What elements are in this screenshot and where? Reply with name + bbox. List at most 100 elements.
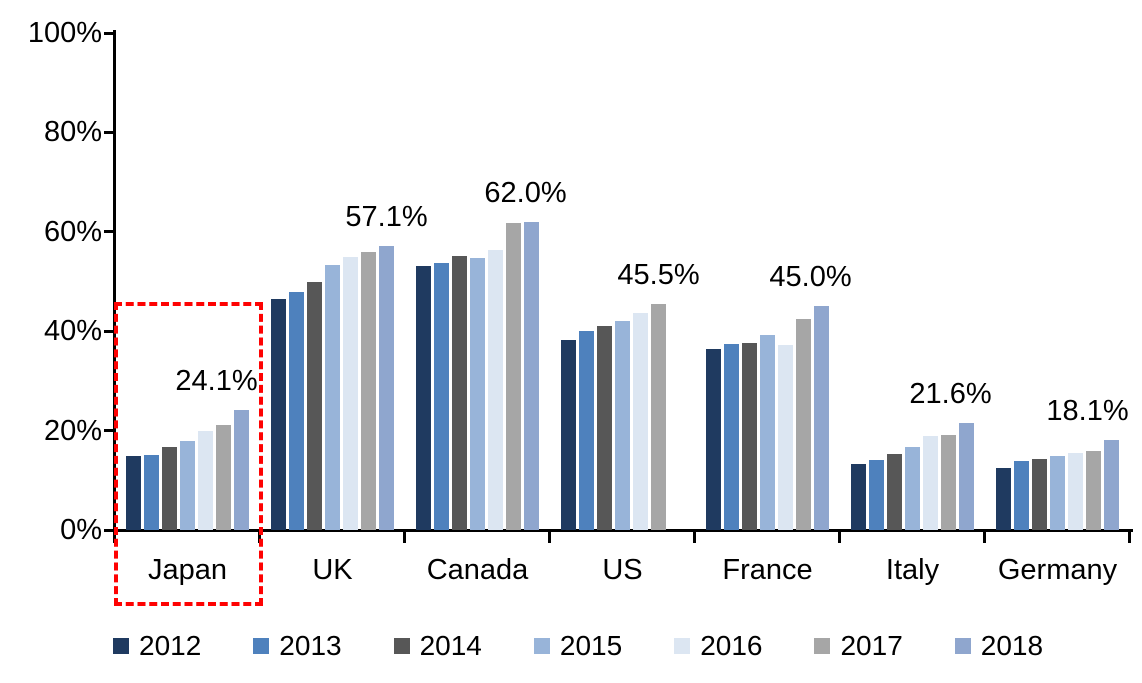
bar-germany-2017: [1086, 450, 1101, 530]
x-axis-group-tick: [983, 530, 986, 543]
x-axis-group-tick: [548, 530, 551, 543]
bar-uk-2012: [271, 299, 286, 530]
bar-italy-2017: [941, 434, 956, 530]
bar-france-2017: [796, 319, 811, 530]
bar-japan-2014: [162, 447, 177, 530]
bar-uk-2013: [289, 291, 304, 530]
x-axis-group-tick: [403, 530, 406, 543]
bar-us-2012: [561, 340, 576, 530]
bar-france-2016: [778, 344, 793, 530]
legend-label-2014: 2014: [419, 630, 482, 661]
y-axis-tick-label: 60%: [43, 215, 102, 248]
bar-canada-2016: [488, 250, 503, 530]
y-axis-tick: [104, 130, 114, 134]
y-axis-tick-label: 20%: [43, 414, 102, 447]
data-label-france: 45.0%: [769, 261, 852, 294]
y-axis-tick: [104, 329, 114, 333]
bar-group-germany: [985, 33, 1130, 530]
legend-item-2014: 2014: [393, 629, 482, 663]
x-axis-label-canada: Canada: [426, 554, 529, 586]
legend-swatch-2012: [113, 638, 129, 654]
data-label-canada: 62.0%: [484, 176, 567, 209]
bar-japan-2015: [180, 441, 195, 530]
bar-uk-2016: [343, 257, 358, 530]
x-axis-group-tick: [693, 530, 696, 543]
bar-uk-2017: [361, 251, 376, 530]
legend-swatch-2017: [814, 638, 831, 654]
legend-swatch-2016: [674, 638, 691, 654]
bar-group-us: [550, 33, 695, 530]
legend-label-2015: 2015: [559, 630, 623, 661]
bar-uk-2015: [325, 265, 340, 530]
y-axis-tick-label: 100%: [27, 17, 102, 49]
x-axis-group-tick: [838, 530, 841, 543]
x-axis-label-italy: Italy: [885, 554, 940, 586]
bar-canada-2017: [506, 223, 521, 530]
legend-item-2016: 2016: [674, 629, 762, 663]
bar-italy-2015: [905, 446, 920, 530]
data-label-italy: 21.6%: [909, 377, 992, 410]
legend-item-2018: 2018: [954, 629, 1044, 663]
bar-us-2013: [579, 330, 594, 530]
bar-france-2015: [760, 334, 775, 530]
bar-japan-2018: [234, 410, 249, 530]
bar-france-2013: [724, 343, 739, 530]
legend-item-2017: 2017: [814, 629, 903, 663]
highlight-box-japan: [114, 302, 263, 606]
bar-france-2012: [706, 348, 721, 530]
legend-label-2017: 2017: [840, 630, 903, 661]
data-label-germany: 18.1%: [1046, 395, 1129, 428]
bar-group-canada: [405, 33, 550, 530]
legend-swatch-2015: [533, 638, 550, 654]
y-axis-tick-label: 80%: [43, 116, 102, 149]
bar-japan-2012: [126, 455, 141, 530]
y-axis-tick: [104, 429, 114, 433]
x-axis-label-france: France: [722, 554, 813, 586]
bar-us-2014: [597, 326, 612, 530]
bar-group-italy: [840, 33, 985, 530]
bar-japan-2013: [144, 454, 159, 530]
bar-germany-2014: [1032, 458, 1047, 530]
legend-item-2012: 2012: [113, 629, 201, 663]
data-label-us: 45.5%: [617, 258, 700, 291]
x-axis-label-germany: Germany: [997, 554, 1118, 586]
y-axis-tick-label: 40%: [43, 315, 102, 348]
bar-japan-2016: [198, 431, 213, 530]
bar-us-2015: [615, 320, 630, 530]
data-label-japan: 24.1%: [175, 365, 258, 398]
legend-swatch-2014: [393, 638, 410, 654]
x-axis-label-japan: Japan: [147, 554, 227, 586]
bar-canada-2015: [470, 257, 485, 530]
bar-italy-2018: [959, 422, 974, 530]
x-axis-group-tick: [1128, 530, 1131, 543]
bar-canada-2014: [452, 256, 467, 530]
bar-us-2016: [633, 313, 648, 530]
y-axis-tick: [104, 230, 114, 234]
bar-japan-2017: [216, 424, 231, 530]
data-label-uk: 57.1%: [345, 201, 428, 234]
bar-germany-2013: [1014, 460, 1029, 530]
bar-germany-2012: [996, 467, 1011, 530]
bar-france-2018: [814, 306, 829, 530]
bar-uk-2014: [307, 281, 322, 530]
y-axis-tick: [104, 31, 114, 35]
legend-item-2015: 2015: [533, 629, 623, 663]
y-axis-tick: [104, 528, 114, 532]
y-axis-line: [113, 30, 116, 532]
legend: 2012 2013 2014 2015 2016 2017 2018: [113, 629, 1043, 663]
bar-group-france: [695, 33, 840, 530]
legend-label-2012: 2012: [139, 630, 202, 661]
y-axis-tick-label: 0%: [60, 514, 102, 546]
bar-germany-2015: [1050, 456, 1065, 530]
bar-germany-2018: [1104, 440, 1119, 530]
x-axis-label-uk: UK: [312, 554, 353, 586]
legend-label-2018: 2018: [980, 630, 1044, 661]
x-axis-line: [112, 529, 1133, 532]
bar-uk-2018: [379, 246, 394, 530]
bar-group-japan: [115, 33, 260, 530]
bar-canada-2018: [524, 221, 539, 530]
bar-canada-2012: [416, 266, 431, 530]
bar-us-2017: [651, 303, 666, 530]
legend-swatch-2018: [954, 638, 971, 654]
